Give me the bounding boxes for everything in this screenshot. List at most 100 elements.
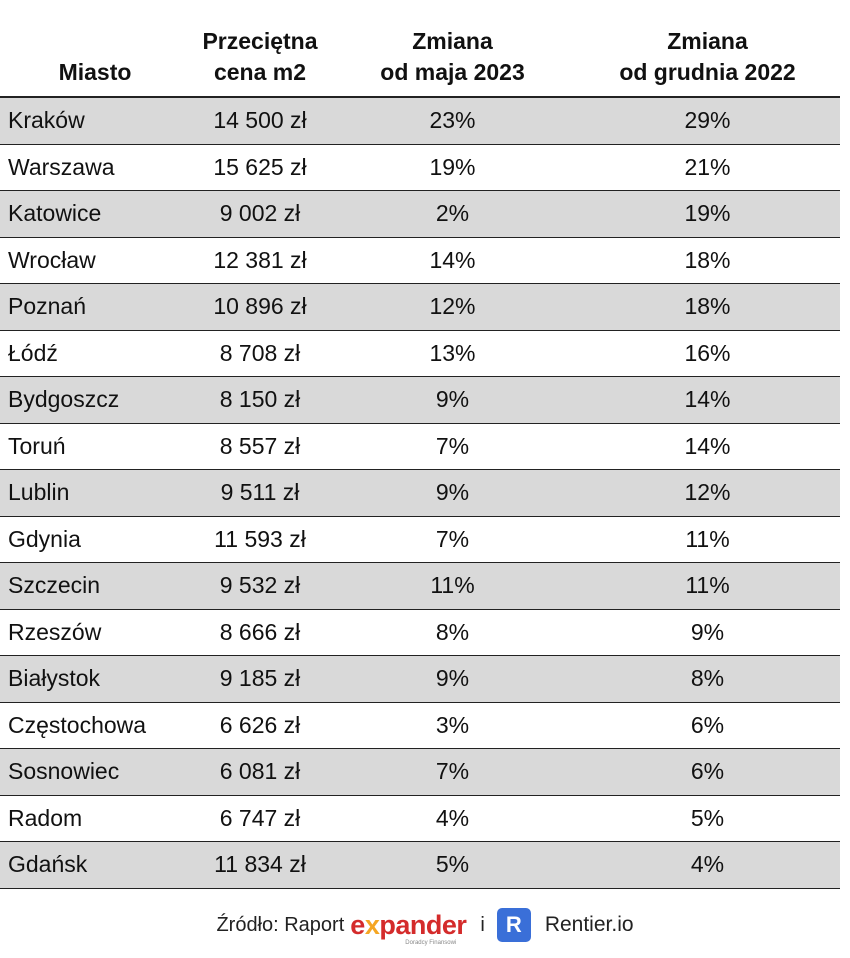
table-row: Toruń 8 557 zł 7% 14% <box>0 424 840 470</box>
cell-price: 6 747 zł <box>219 804 301 831</box>
cell-price: 9 185 zł <box>219 665 301 692</box>
cell-change-may: 3% <box>435 711 470 738</box>
table-row: Rzeszów 8 666 zł 8% 9% <box>0 610 840 656</box>
cell-city: Rzeszów <box>8 618 102 645</box>
cell-change-may: 9% <box>435 479 470 506</box>
cell-price: 8 708 zł <box>219 339 301 366</box>
table-row: Bydgoszcz 8 150 zł 9% 14% <box>0 377 840 424</box>
cell-change-dec: 5% <box>690 804 725 831</box>
cell-city: Bydgoszcz <box>8 386 120 413</box>
header-change-dec-line1: Zmiana <box>667 28 748 54</box>
table-row: Warszawa 15 625 zł 19% 21% <box>0 145 840 191</box>
cell-change-dec: 6% <box>690 711 725 738</box>
table-row: Sosnowiec 6 081 zł 7% 6% <box>0 749 840 796</box>
cell-change-dec: 18% <box>684 293 731 320</box>
header-change-may-line1: Zmiana <box>412 28 493 54</box>
cell-city: Gdańsk <box>8 851 88 878</box>
source-footer: Źródło: Raport expander Doradcy Finansowi… <box>0 902 850 948</box>
table-row: Katowice 9 002 zł 2% 19% <box>0 191 840 238</box>
cell-change-dec: 8% <box>690 665 725 692</box>
header-change-may-line2: od maja 2023 <box>380 59 525 85</box>
cell-price: 8 666 zł <box>219 618 301 645</box>
header-change-dec-line2: od grudnia 2022 <box>619 59 796 85</box>
header-price: Przeciętna cena m2 <box>190 26 330 96</box>
cell-change-dec: 12% <box>684 479 731 506</box>
table-row: Białystok 9 185 zł 9% 8% <box>0 656 840 703</box>
expander-logo-x: x <box>364 909 380 940</box>
cell-city: Radom <box>8 804 83 831</box>
cell-price: 9 532 zł <box>219 572 301 599</box>
cell-change-may: 9% <box>435 665 470 692</box>
table-row: Lublin 9 511 zł 9% 12% <box>0 470 840 517</box>
cell-city: Warszawa <box>8 153 115 180</box>
cell-price: 8 150 zł <box>219 386 301 413</box>
header-price-line2: cena m2 <box>213 59 307 85</box>
expander-logo-e: e <box>350 909 365 940</box>
cell-change-dec: 14% <box>684 432 731 459</box>
cell-change-may: 7% <box>435 758 470 785</box>
price-table: Miasto Przeciętna cena m2 Zmiana od maja… <box>0 18 840 889</box>
cell-change-dec: 29% <box>684 107 731 134</box>
expander-logo: expander Doradcy Finansowi <box>350 909 467 946</box>
cell-change-dec: 21% <box>684 153 731 180</box>
cell-change-may: 2% <box>435 200 470 227</box>
cell-change-dec: 4% <box>690 851 725 878</box>
header-change-may: Zmiana od maja 2023 <box>330 26 575 96</box>
table-row: Radom 6 747 zł 4% 5% <box>0 796 840 842</box>
cell-price: 8 557 zł <box>219 432 301 459</box>
expander-logo-rest: pander <box>379 909 467 940</box>
cell-change-may: 7% <box>435 432 470 459</box>
cell-city: Toruń <box>8 432 66 459</box>
cell-price: 12 381 zł <box>213 246 307 273</box>
header-change-dec: Zmiana od grudnia 2022 <box>575 26 840 96</box>
table-header: Miasto Przeciętna cena m2 Zmiana od maja… <box>0 18 840 98</box>
expander-tagline: Doradcy Finansowi <box>405 939 457 946</box>
cell-change-dec: 6% <box>690 758 725 785</box>
cell-change-may: 12% <box>429 293 476 320</box>
cell-change-dec: 14% <box>684 386 731 413</box>
cell-change-may: 9% <box>435 386 470 413</box>
cell-price: 10 896 zł <box>213 293 307 320</box>
cell-change-may: 11% <box>430 572 475 599</box>
cell-change-may: 19% <box>429 153 476 180</box>
cell-change-dec: 19% <box>684 200 731 227</box>
cell-change-may: 23% <box>429 107 476 134</box>
cell-price: 11 593 zł <box>214 525 306 552</box>
rentier-logo-text: Rentier.io <box>544 913 634 936</box>
header-city: Miasto <box>0 57 190 96</box>
cell-change-may: 13% <box>429 339 476 366</box>
cell-price: 9 002 zł <box>219 200 301 227</box>
cell-price: 14 500 zł <box>213 107 307 134</box>
cell-change-may: 7% <box>435 525 470 552</box>
cell-city: Kraków <box>8 107 85 134</box>
cell-change-dec: 11% <box>685 525 730 552</box>
cell-city: Szczecin <box>8 572 101 599</box>
cell-city: Białystok <box>8 665 101 692</box>
cell-price: 6 626 zł <box>219 711 301 738</box>
cell-change-may: 8% <box>435 618 470 645</box>
cell-city: Sosnowiec <box>8 758 120 785</box>
cell-city: Wrocław <box>8 246 96 273</box>
table-row: Łódź 8 708 zł 13% 16% <box>0 331 840 377</box>
cell-city: Gdynia <box>8 525 81 552</box>
cell-price: 6 081 zł <box>219 758 301 785</box>
cell-city: Łódź <box>8 339 58 366</box>
rentier-r-icon: R <box>496 908 531 942</box>
table-row: Szczecin 9 532 zł 11% 11% <box>0 563 840 610</box>
cell-change-dec: 18% <box>684 246 731 273</box>
cell-city: Poznań <box>8 293 87 320</box>
cell-change-dec: 11% <box>685 572 730 599</box>
cell-change-may: 4% <box>435 804 470 831</box>
cell-change-may: 14% <box>429 246 476 273</box>
cell-city: Katowice <box>8 200 102 227</box>
table-body: Kraków 14 500 zł 23% 29% Warszawa 15 625 zł 19… <box>0 98 840 889</box>
header-price-line1: Przeciętna <box>202 28 318 54</box>
cell-price: 11 834 zł <box>214 851 306 878</box>
cell-city: Częstochowa <box>8 711 147 738</box>
cell-price: 15 625 zł <box>213 153 307 180</box>
table-row: Częstochowa 6 626 zł 3% 6% <box>0 703 840 749</box>
source-label: Źródło: Raport <box>216 913 345 936</box>
cell-change-may: 5% <box>435 851 470 878</box>
cell-change-dec: 16% <box>684 339 731 366</box>
table-row: Gdynia 11 593 zł 7% 11% <box>0 517 840 563</box>
